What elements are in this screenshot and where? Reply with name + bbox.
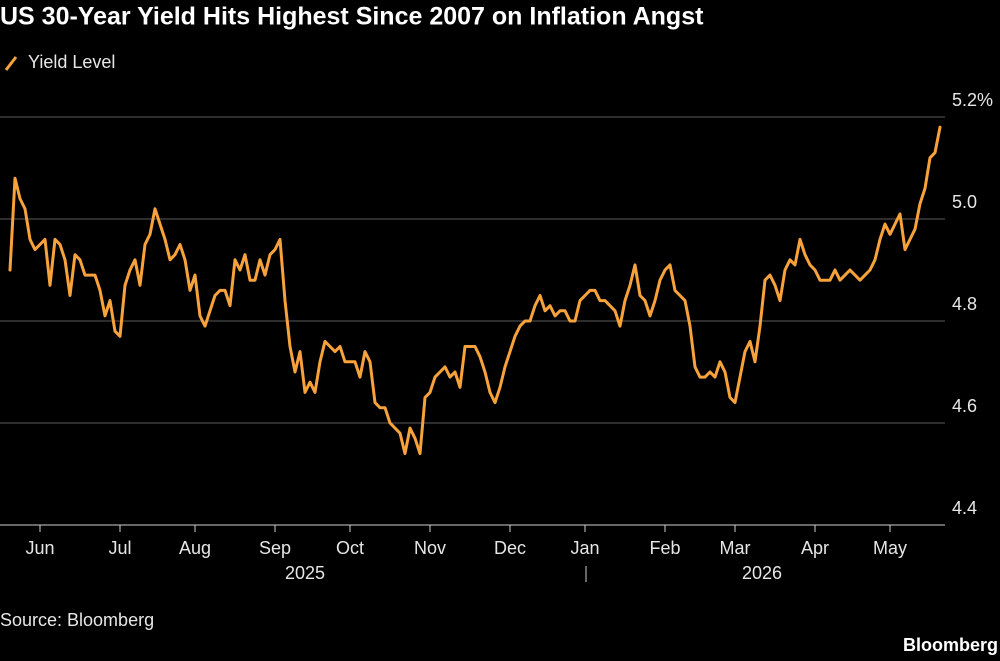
x-tick-label: Dec: [494, 538, 526, 558]
line-series: [8, 125, 942, 456]
x-tick-label: Jul: [108, 538, 131, 558]
year-label: 2026: [742, 563, 782, 583]
x-tick-label: Jan: [570, 538, 599, 558]
y-tick-label: 4.4: [952, 498, 977, 518]
x-tick-label: May: [873, 538, 907, 558]
x-tick-label: Mar: [720, 538, 751, 558]
y-tick-label: 4.6: [952, 396, 977, 416]
y-tick-label: 5.2%: [952, 90, 993, 110]
year-label: 2025: [285, 563, 325, 583]
x-tick-label: Oct: [336, 538, 364, 558]
x-tick-label: Nov: [414, 538, 446, 558]
legend-icon: [4, 56, 18, 71]
y-tick-label: 5.0: [952, 192, 977, 212]
y-tick-label: 4.8: [952, 294, 977, 314]
credit: Bloomberg: [903, 635, 998, 655]
x-tick-label: Apr: [801, 538, 829, 558]
x-tick-label: Sep: [259, 538, 291, 558]
legend-label: Yield Level: [28, 52, 115, 72]
chart-title: US 30-Year Yield Hits Highest Since 2007…: [0, 3, 704, 31]
x-tick-label: Feb: [649, 538, 680, 558]
x-tick-label: Aug: [179, 538, 211, 558]
source: Source: Bloomberg: [0, 610, 154, 630]
x-tick-label: Jun: [25, 538, 54, 558]
